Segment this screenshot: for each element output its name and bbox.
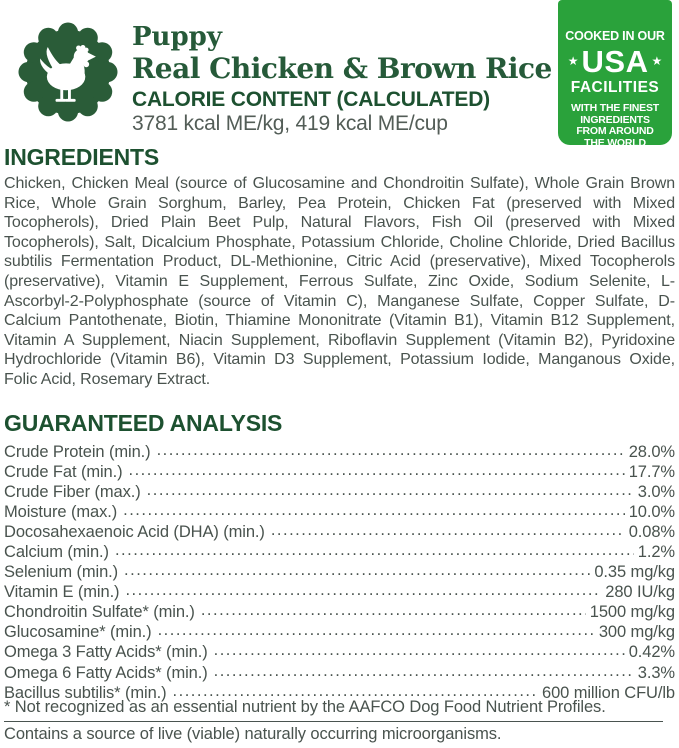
table-row: Vitamin E (min.) 280 IU/kg xyxy=(4,582,675,602)
nutrient-value: 280 IU/kg xyxy=(605,583,675,602)
nutrient-value: 0.35 mg/kg xyxy=(594,563,675,582)
dot-leader xyxy=(201,602,586,622)
dot-leader xyxy=(158,622,595,642)
dot-leader xyxy=(124,562,590,582)
badge-usa-row: ★ USA ★ xyxy=(558,46,672,77)
table-row: Crude Protein (min.) 28.0% xyxy=(4,442,675,462)
nutrient-label: Selenium (min.) xyxy=(4,563,119,582)
nutrient-label: Calcium (min.) xyxy=(4,543,109,561)
star-icon: ★ xyxy=(651,54,663,68)
table-row: Crude Fiber (max.) 3.0% xyxy=(4,482,675,502)
microorganisms-footnote: Contains a source of live (viable) natur… xyxy=(4,725,502,743)
ingredients-list: Chicken, Chicken Meal (source of Glucosa… xyxy=(4,175,675,388)
product-line: Puppy xyxy=(132,22,222,52)
nutrient-value: 1500 mg/kg xyxy=(589,603,675,622)
nutrient-value: 300 mg/kg xyxy=(598,623,675,642)
dot-leader xyxy=(173,683,538,703)
footnote-divider xyxy=(4,721,663,722)
dot-leader xyxy=(214,642,625,662)
table-row: Omega 3 Fatty Acids* (min.) 0.42% xyxy=(4,642,675,662)
aafco-footnote: * Not recognized as an essential nutrien… xyxy=(4,698,606,716)
ingredients-heading: INGREDIENTS xyxy=(4,144,159,170)
nutrient-label: Glucosamine* (min.) xyxy=(4,623,152,642)
nutrient-value: 3.0% xyxy=(637,482,675,501)
nutrient-label: Crude Protein (min.) xyxy=(4,442,151,461)
nutrient-label: Chondroitin Sulfate* (min.) xyxy=(4,603,195,622)
nutrient-value: 0.08% xyxy=(628,522,675,541)
dot-leader xyxy=(214,663,634,683)
table-row: Calcium (min.) 1.2% xyxy=(4,542,675,562)
calorie-content-values: 3781 kcal ME/kg, 419 kcal ME/cup xyxy=(132,112,448,135)
table-row: Glucosamine* (min.) 300 mg/kg xyxy=(4,622,675,642)
nutrient-value: 0.42% xyxy=(628,643,675,662)
guaranteed-analysis-table: Crude Protein (min.) 28.0% Crude Fat (min… xyxy=(4,442,675,703)
label-header: Puppy Real Chicken & Brown Rice Recipe C… xyxy=(4,0,675,148)
pet-food-label: Puppy Real Chicken & Brown Rice Recipe C… xyxy=(0,0,679,703)
nutrient-label: Crude Fat (min.) xyxy=(4,462,123,481)
table-row: Crude Fat (min.) 17.7% xyxy=(4,462,675,482)
ingredients-section: INGREDIENTS Chicken, Chicken Meal (sourc… xyxy=(4,144,675,390)
table-row: Selenium (min.) 0.35 mg/kg xyxy=(4,562,675,582)
dot-leader xyxy=(271,522,625,542)
nutrient-label: Crude Fiber (max.) xyxy=(4,482,141,501)
dot-leader xyxy=(123,502,625,522)
table-row: Chondroitin Sulfate* (min.) 1500 mg/kg xyxy=(4,602,675,622)
nutrient-value: 600 million CFU/lb xyxy=(542,683,675,702)
nutrient-label: Omega 6 Fatty Acids* (min.) xyxy=(4,663,208,682)
nutrient-value: 28.0% xyxy=(628,442,675,461)
dot-leader xyxy=(125,582,601,602)
nutrient-value: 17.7% xyxy=(628,462,675,481)
dot-leader xyxy=(147,482,634,502)
badge-cooked-in-our: COOKED IN OUR xyxy=(565,29,665,43)
nutrient-label: Bacillus subtilis* (min.) xyxy=(4,683,167,702)
nutrient-value: 3.3% xyxy=(637,663,675,682)
nutrient-label: Docosahexaenoic Acid (DHA) (min.) xyxy=(4,522,265,541)
chicken-seal-emblem xyxy=(18,20,118,124)
chicken-icon xyxy=(18,22,118,122)
nutrient-label: Omega 3 Fatty Acids* (min.) xyxy=(4,643,208,662)
table-row: Docosahexaenoic Acid (DHA) (min.) 0.08% xyxy=(4,522,675,542)
footnotes: * Not recognized as an essential nutrien… xyxy=(4,697,675,744)
calorie-content-heading: CALORIE CONTENT (CALCULATED) xyxy=(132,88,490,111)
dot-leader xyxy=(129,462,625,482)
guaranteed-analysis-section: GUARANTEED ANALYSIS Crude Protein (min.)… xyxy=(4,410,675,703)
nutrient-value: 10.0% xyxy=(628,502,675,521)
table-row: Bacillus subtilis* (min.) 600 million CFU… xyxy=(4,683,675,703)
table-row: Moisture (max.) 10.0% xyxy=(4,502,675,522)
table-row: Omega 6 Fatty Acids* (min.) 3.3% xyxy=(4,663,675,683)
usa-facilities-badge: COOKED IN OUR ★ USA ★ FACILITIES WITH TH… xyxy=(558,0,672,148)
dot-leader xyxy=(115,542,634,562)
badge-usa-text: USA xyxy=(581,43,649,79)
nutrient-value: 1.2% xyxy=(637,543,675,561)
nutrient-label: Vitamin E (min.) xyxy=(4,583,120,602)
badge-tagline: WITH THE FINEST INGREDIENTS FROM AROUND … xyxy=(571,102,659,149)
badge-facilities-text: FACILITIES xyxy=(570,78,660,96)
dot-leader xyxy=(157,442,625,462)
guaranteed-analysis-heading: GUARANTEED ANALYSIS xyxy=(4,409,283,436)
nutrient-label: Moisture (max.) xyxy=(4,502,118,521)
star-icon: ★ xyxy=(567,54,579,68)
